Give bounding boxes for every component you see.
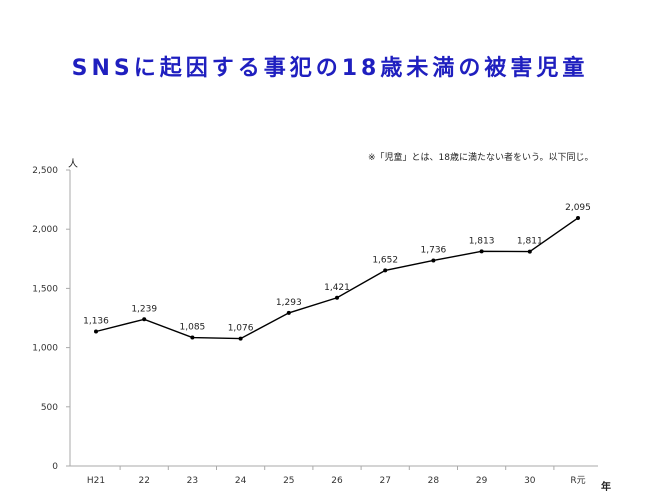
x-tick-label: 25 xyxy=(283,476,294,486)
x-ticks: H21 22 23 24 25 26 27 28 29 30 R元 xyxy=(87,466,586,486)
data-label: 1,293 xyxy=(276,298,302,308)
data-labels: 1,136 1,239 1,085 1,076 1,293 1,421 1,652 1,736… xyxy=(83,203,591,334)
data-label: 1,085 xyxy=(180,323,206,333)
data-point xyxy=(576,215,580,220)
data-point xyxy=(94,329,98,334)
data-point xyxy=(238,336,243,341)
data-label: 1,136 xyxy=(83,316,109,326)
data-point xyxy=(479,249,484,254)
x-tick-label: 22 xyxy=(138,476,149,486)
y-tick-label: 500 xyxy=(41,403,58,413)
data-point xyxy=(431,258,436,263)
y-axis-label: 人 xyxy=(68,159,78,170)
data-point xyxy=(383,268,388,273)
x-axis-label: 年 xyxy=(601,482,611,493)
y-tick-label: 1,000 xyxy=(32,344,58,354)
data-label: 1,652 xyxy=(372,255,398,265)
data-point xyxy=(286,310,291,315)
x-tick-label: 28 xyxy=(428,476,440,486)
chart-title: SNSに起因する事犯の18歳未満の被害児童 xyxy=(71,56,589,81)
x-tick-label: 23 xyxy=(187,476,198,486)
y-tick-label: 0 xyxy=(52,462,58,472)
x-tick-label: 26 xyxy=(331,476,343,486)
data-label: 1,811 xyxy=(517,237,543,247)
x-tick-label: 24 xyxy=(235,476,247,486)
x-tick-label: 29 xyxy=(476,476,488,486)
data-point xyxy=(335,295,339,300)
data-points xyxy=(94,215,580,341)
x-tick-label: 27 xyxy=(379,476,390,486)
data-label: 1,239 xyxy=(131,304,157,314)
data-point xyxy=(190,335,195,340)
data-label: 1,736 xyxy=(421,245,447,255)
axes xyxy=(69,170,598,467)
x-tick-label: H21 xyxy=(87,476,105,486)
x-tick-label: 30 xyxy=(524,476,536,486)
data-label: 1,421 xyxy=(324,283,350,293)
data-label: 1,076 xyxy=(228,324,254,334)
data-label: 2,095 xyxy=(565,203,591,213)
data-label: 1,813 xyxy=(469,236,495,246)
y-ticks: 0 500 1,000 1,500 2,000 2,500 xyxy=(32,166,70,472)
series-line xyxy=(95,217,579,340)
x-tick-label: R元 xyxy=(570,476,585,486)
y-tick-label: 2,000 xyxy=(32,225,58,235)
data-point xyxy=(142,317,147,322)
y-tick-label: 2,500 xyxy=(32,166,58,176)
chart-note: ※「児童」とは、18歳に満たない者をいう。以下同じ。 xyxy=(368,153,594,163)
y-tick-label: 1,500 xyxy=(32,284,58,294)
data-point xyxy=(527,249,532,254)
